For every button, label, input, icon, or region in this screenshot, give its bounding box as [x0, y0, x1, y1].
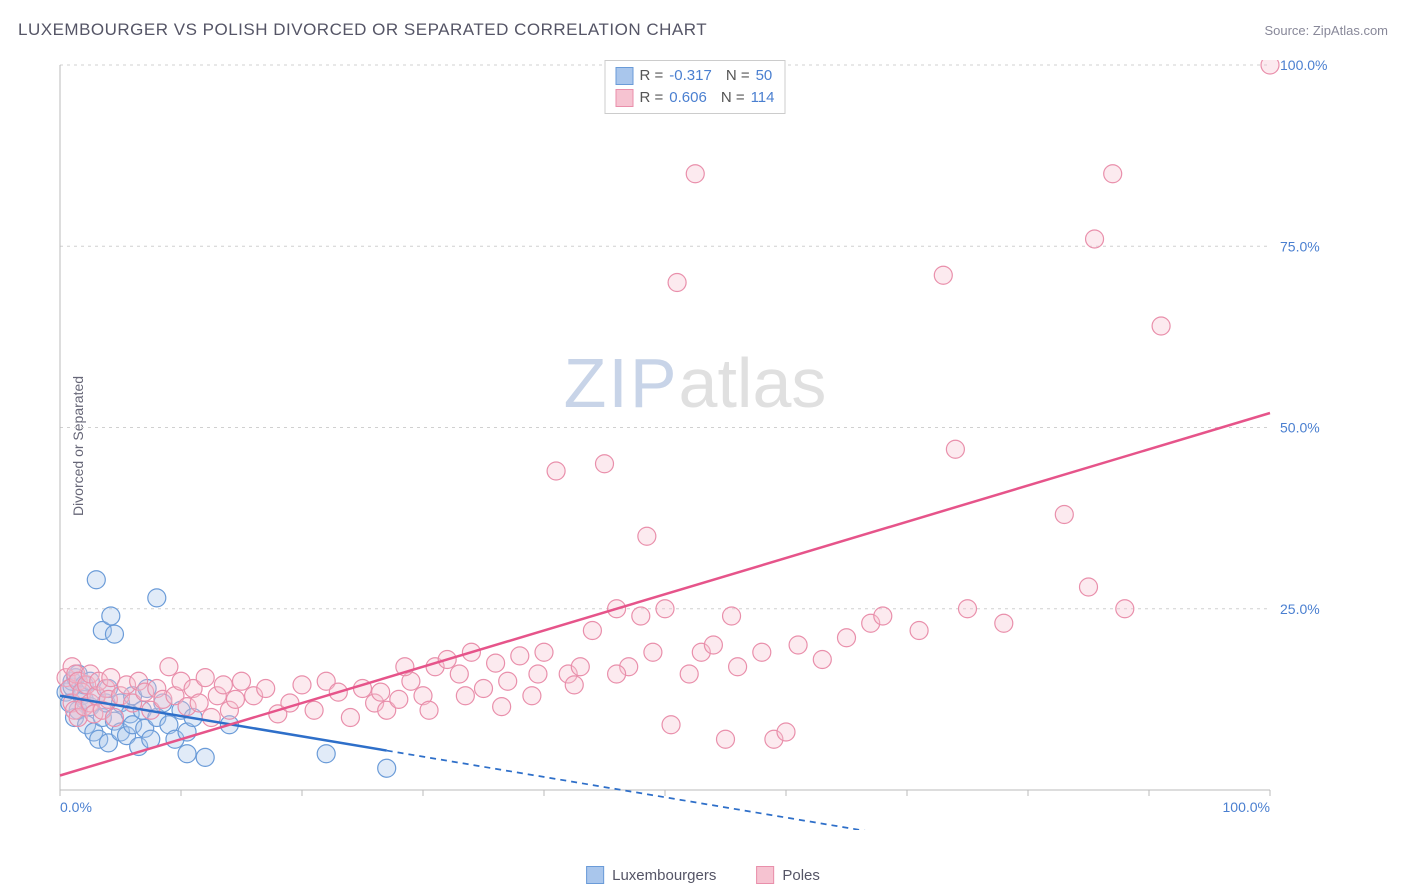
legend-item-pol: Poles	[756, 866, 820, 884]
svg-text:100.0%: 100.0%	[1223, 799, 1270, 815]
swatch-lux	[616, 67, 634, 85]
stat-row-pol: R = 0.606 N = 114	[616, 87, 775, 109]
swatch-pol	[616, 89, 634, 107]
n-value-pol: 114	[751, 87, 775, 109]
svg-text:0.0%: 0.0%	[60, 799, 92, 815]
stat-legend: R = -0.317 N = 50 R = 0.606 N = 114	[605, 60, 786, 114]
legend-label-pol: Poles	[782, 867, 820, 884]
title-bar: LUXEMBOURGER VS POLISH DIVORCED OR SEPAR…	[18, 20, 1388, 40]
r-value-pol: 0.606	[669, 87, 707, 109]
legend-item-lux: Luxembourgers	[586, 866, 716, 884]
chart-title: LUXEMBOURGER VS POLISH DIVORCED OR SEPAR…	[18, 20, 707, 40]
svg-text:50.0%: 50.0%	[1280, 420, 1320, 436]
stat-row-lux: R = -0.317 N = 50	[616, 65, 775, 87]
svg-text:75.0%: 75.0%	[1280, 238, 1320, 254]
legend-swatch-pol	[756, 866, 774, 884]
r-value-lux: -0.317	[669, 65, 712, 87]
source-reference: Source: ZipAtlas.com	[1264, 23, 1388, 38]
n-value-lux: 50	[756, 65, 773, 87]
bottom-legend: Luxembourgers Poles	[586, 866, 820, 884]
legend-swatch-lux	[586, 866, 604, 884]
legend-label-lux: Luxembourgers	[612, 867, 716, 884]
scatter-chart: 25.0% 50.0% 75.0% 100.0% 0.0% 100.0%	[50, 60, 1340, 830]
svg-text:25.0%: 25.0%	[1280, 601, 1320, 617]
plot-area: R = -0.317 N = 50 R = 0.606 N = 114 ZIPa…	[50, 60, 1340, 830]
svg-text:100.0%: 100.0%	[1280, 60, 1327, 73]
